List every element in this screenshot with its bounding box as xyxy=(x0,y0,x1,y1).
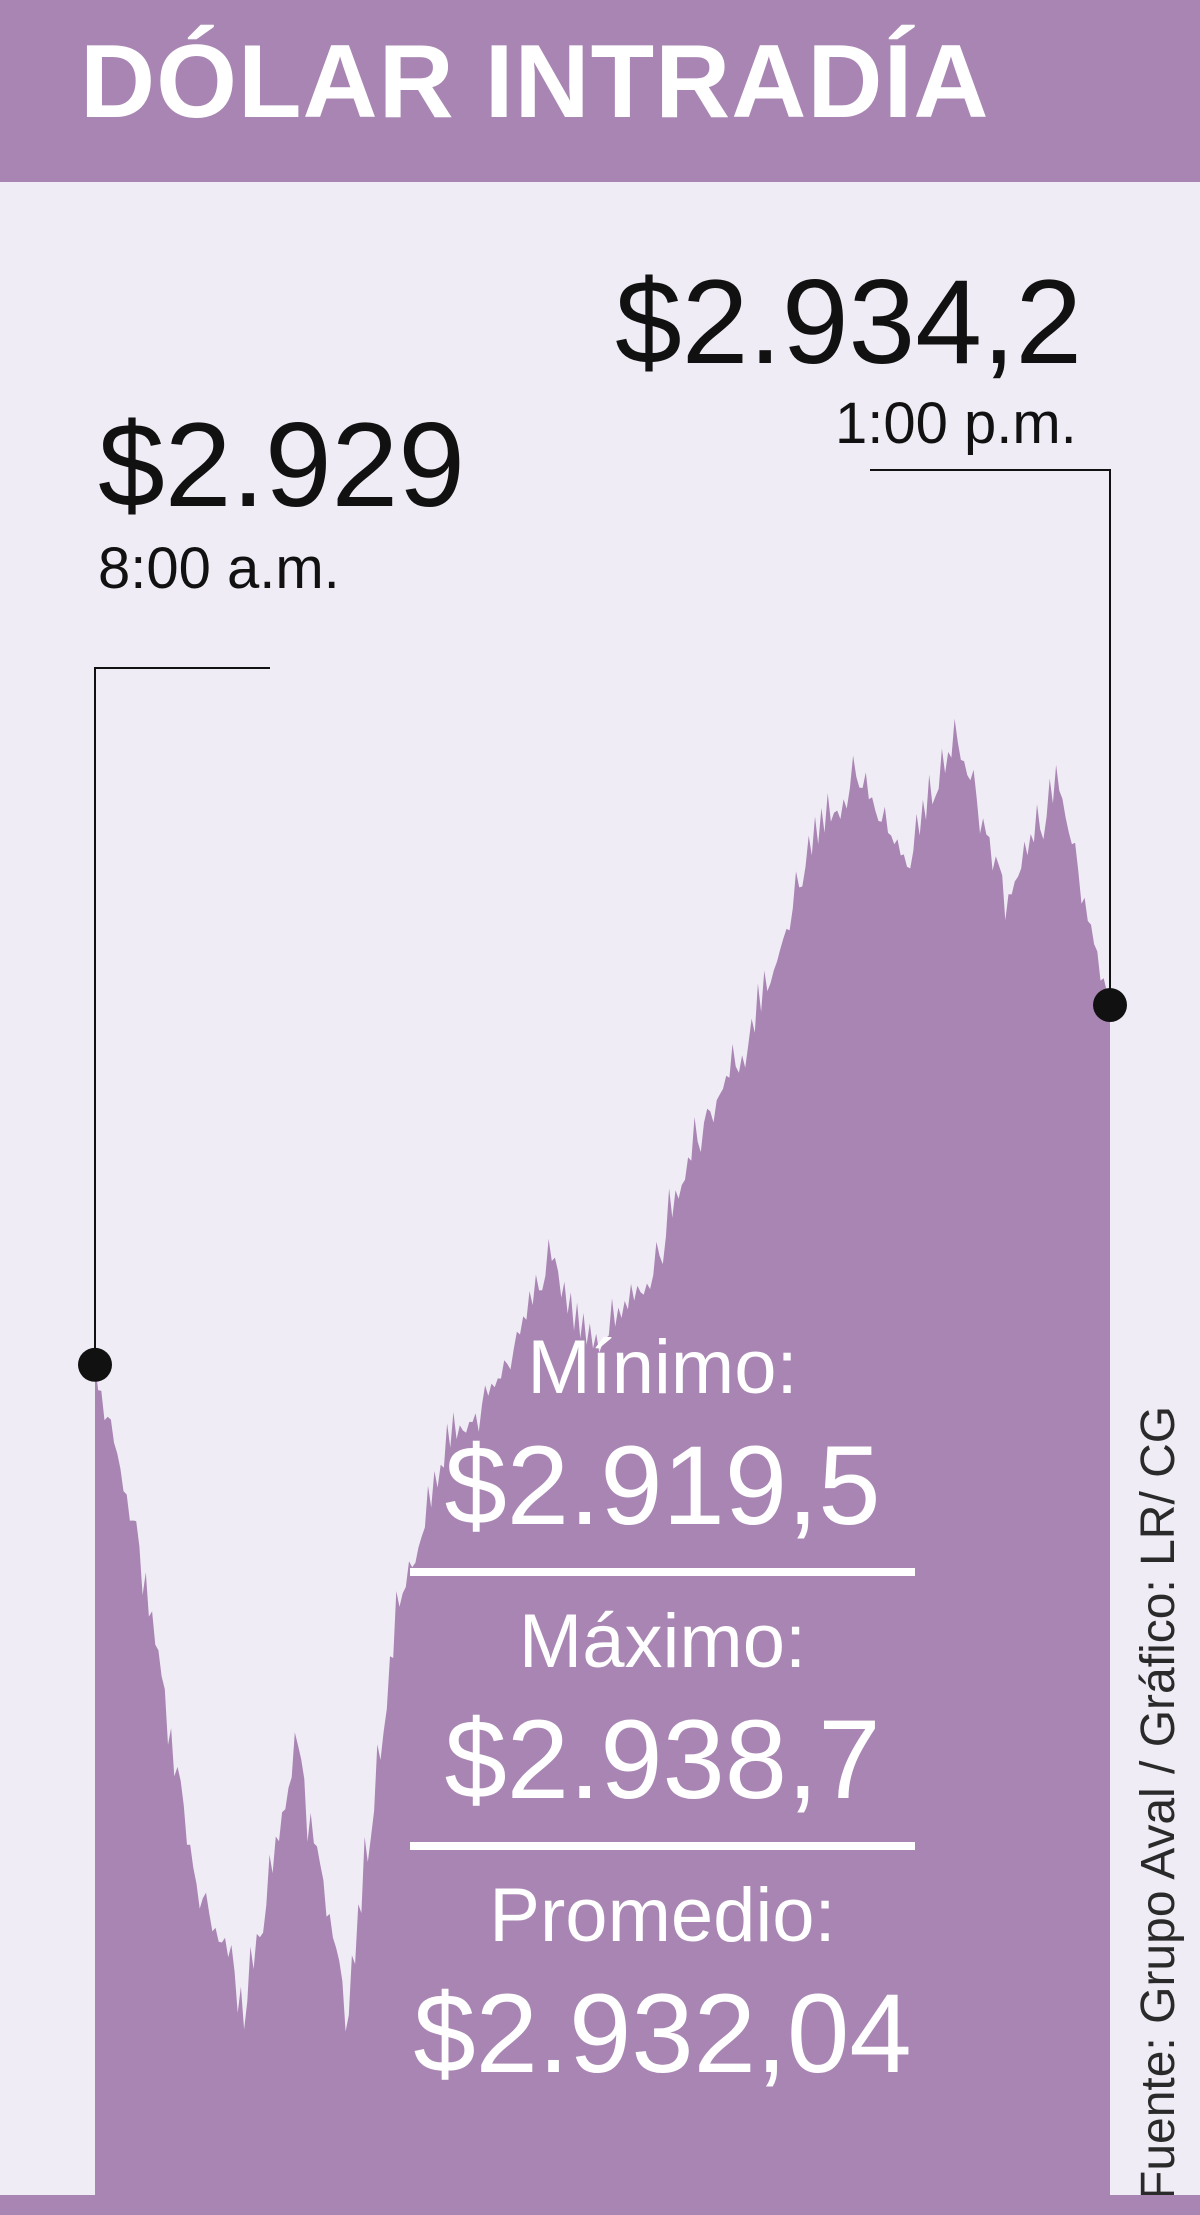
close-value-label: $2.934,2 xyxy=(615,255,1083,389)
close-leader-line xyxy=(870,469,1111,1006)
divider xyxy=(410,1568,915,1576)
price-area xyxy=(95,718,1110,2196)
min-label: Mínimo: xyxy=(527,1325,798,1410)
avg-value: $2.932,04 xyxy=(413,1971,912,2096)
source-credit: Fuente: Grupo Aval / Gráfico: LR/ CG xyxy=(1132,1405,1185,2200)
max-value: $2.938,7 xyxy=(444,1697,881,1822)
summary-stats: Mínimo: $2.919,5 Máximo: $2.938,7 Promed… xyxy=(410,1330,915,2090)
open-point xyxy=(78,1347,112,1382)
open-value-label: $2.929 xyxy=(98,398,466,532)
divider xyxy=(410,1842,915,1850)
min-value: $2.919,5 xyxy=(444,1423,881,1548)
chart-title: DÓLAR INTRADÍA xyxy=(80,24,990,140)
max-label: Máximo: xyxy=(518,1599,807,1684)
open-time-label: 8:00 a.m. xyxy=(98,536,340,601)
close-time-label: 1:00 p.m. xyxy=(835,391,1077,456)
avg-label: Promedio: xyxy=(489,1873,836,1958)
close-point xyxy=(1093,988,1127,1023)
bottom-bar xyxy=(0,2195,1200,2215)
open-leader-line xyxy=(94,667,270,1365)
header-bar: DÓLAR INTRADÍA xyxy=(0,0,1200,182)
